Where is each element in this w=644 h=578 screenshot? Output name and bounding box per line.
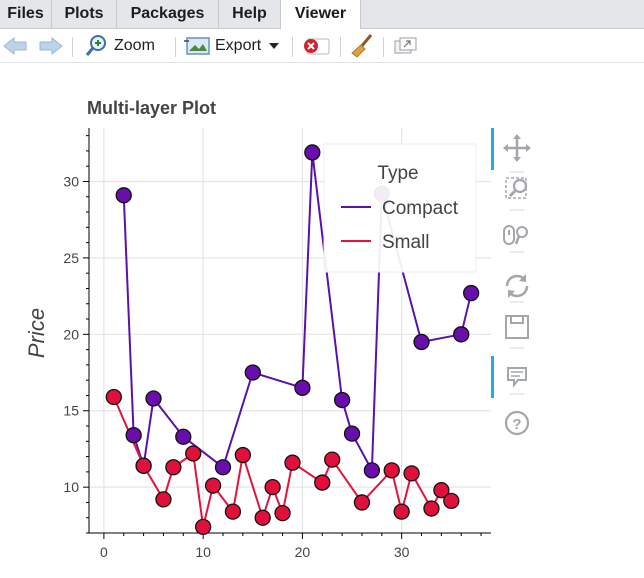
export-image-icon <box>184 37 210 55</box>
data-point-small <box>194 518 212 536</box>
toolbar-separator <box>340 37 341 57</box>
data-point-compact <box>333 391 351 409</box>
clear-all-viewer-button[interactable] <box>349 29 377 63</box>
data-point-small <box>314 474 331 491</box>
tab-viewer[interactable]: Viewer <box>281 0 361 30</box>
data-point-small <box>284 454 301 471</box>
data-point-small <box>135 457 152 474</box>
data-point-compact <box>453 326 470 343</box>
data-point-compact <box>214 459 232 476</box>
data-point-compact <box>343 425 361 442</box>
data-point-compact <box>462 284 480 302</box>
legend-title: Type <box>377 163 418 184</box>
data-point-small <box>393 503 410 520</box>
zoom-button[interactable]: Zoom <box>84 29 155 63</box>
new-window-icon <box>394 37 417 54</box>
zoom-label: Zoom <box>114 37 155 54</box>
data-point-small <box>403 465 420 482</box>
remove-current-viewer-button[interactable] <box>301 29 331 63</box>
forward-button[interactable] <box>38 29 64 63</box>
viewer-toolbar: Zoom Export <box>0 29 644 63</box>
x-tick-label: 10 <box>195 544 211 560</box>
data-point-small <box>353 494 371 511</box>
x-tick-label: 20 <box>295 544 311 560</box>
tab-plots[interactable]: Plots <box>52 0 117 29</box>
remove-viewer-icon <box>304 38 330 55</box>
data-point-small <box>443 492 460 510</box>
box-zoom-tool-icon[interactable] <box>505 177 528 199</box>
back-button[interactable] <box>2 29 28 63</box>
broom-icon <box>351 34 373 58</box>
forward-arrow-icon <box>39 36 63 56</box>
toolbar-separator <box>175 37 176 57</box>
data-point-small <box>185 445 202 462</box>
legend-box <box>323 143 477 273</box>
data-point-compact <box>175 428 192 445</box>
pan-tool-icon[interactable] <box>503 134 531 162</box>
active-tool-indicator <box>491 356 494 398</box>
data-point-small <box>433 482 450 499</box>
data-point-small <box>274 504 291 522</box>
data-point-small <box>105 388 122 406</box>
export-button[interactable]: Export <box>184 29 281 63</box>
axes: 10 15 20 25 30 0 10 20 30 <box>63 128 491 560</box>
y-tick-label: 15 <box>63 403 79 419</box>
pane-tab-bar: Files Plots Packages Help Viewer <box>0 0 644 30</box>
data-point-small <box>224 503 242 520</box>
toolbar-separator <box>383 37 384 57</box>
legend-item-compact: Compact <box>382 198 459 219</box>
show-in-new-window-button[interactable] <box>392 29 418 63</box>
back-arrow-icon <box>3 36 27 56</box>
tab-files[interactable]: Files <box>0 0 52 29</box>
y-tick-label: 30 <box>63 173 79 189</box>
zoom-magnifier-icon <box>85 35 106 56</box>
svg-text:?: ? <box>512 416 521 433</box>
data-point-small <box>423 500 440 517</box>
legend-item-small: Small <box>382 232 430 253</box>
help-tool-icon[interactable]: ? <box>504 410 530 436</box>
data-point-compact <box>125 427 142 444</box>
data-point-small <box>234 446 252 464</box>
reset-tool-icon[interactable] <box>505 274 529 298</box>
data-point-compact <box>363 462 381 479</box>
data-point-compact <box>304 144 321 161</box>
bokeh-toolbar: ? <box>491 128 531 436</box>
tab-packages[interactable]: Packages <box>117 0 219 29</box>
data-point-small <box>383 462 400 479</box>
data-point-compact <box>115 187 132 204</box>
data-point-small <box>204 477 222 494</box>
data-point-small <box>324 451 341 468</box>
data-point-small <box>165 459 182 476</box>
series-line-small <box>112 396 453 528</box>
data-point-small <box>155 491 172 508</box>
legend: Type Compact Small <box>323 143 477 273</box>
toolbar-separator <box>292 37 293 57</box>
save-tool-icon[interactable] <box>505 315 529 339</box>
hover-tool-icon[interactable] <box>507 367 527 388</box>
data-point-compact <box>413 333 430 351</box>
y-tick-label: 20 <box>63 326 79 342</box>
export-label: Export <box>215 37 262 54</box>
x-tick-label: 0 <box>100 544 108 560</box>
active-tool-indicator <box>491 128 494 170</box>
tab-help[interactable]: Help <box>219 0 281 29</box>
y-tick-label: 25 <box>63 250 79 266</box>
y-tick-label: 10 <box>63 479 79 495</box>
wheel-zoom-tool-icon[interactable] <box>503 225 528 245</box>
data-point-compact <box>145 390 162 407</box>
chevron-down-icon <box>269 43 280 49</box>
data-point-small <box>254 509 271 526</box>
data-point-compact <box>244 364 261 381</box>
plot-title: Multi-layer Plot <box>87 98 217 118</box>
data-point-compact <box>294 379 311 396</box>
data-point-small <box>264 479 281 496</box>
toolbar-separator <box>72 37 73 57</box>
x-tick-label: 30 <box>394 544 410 560</box>
